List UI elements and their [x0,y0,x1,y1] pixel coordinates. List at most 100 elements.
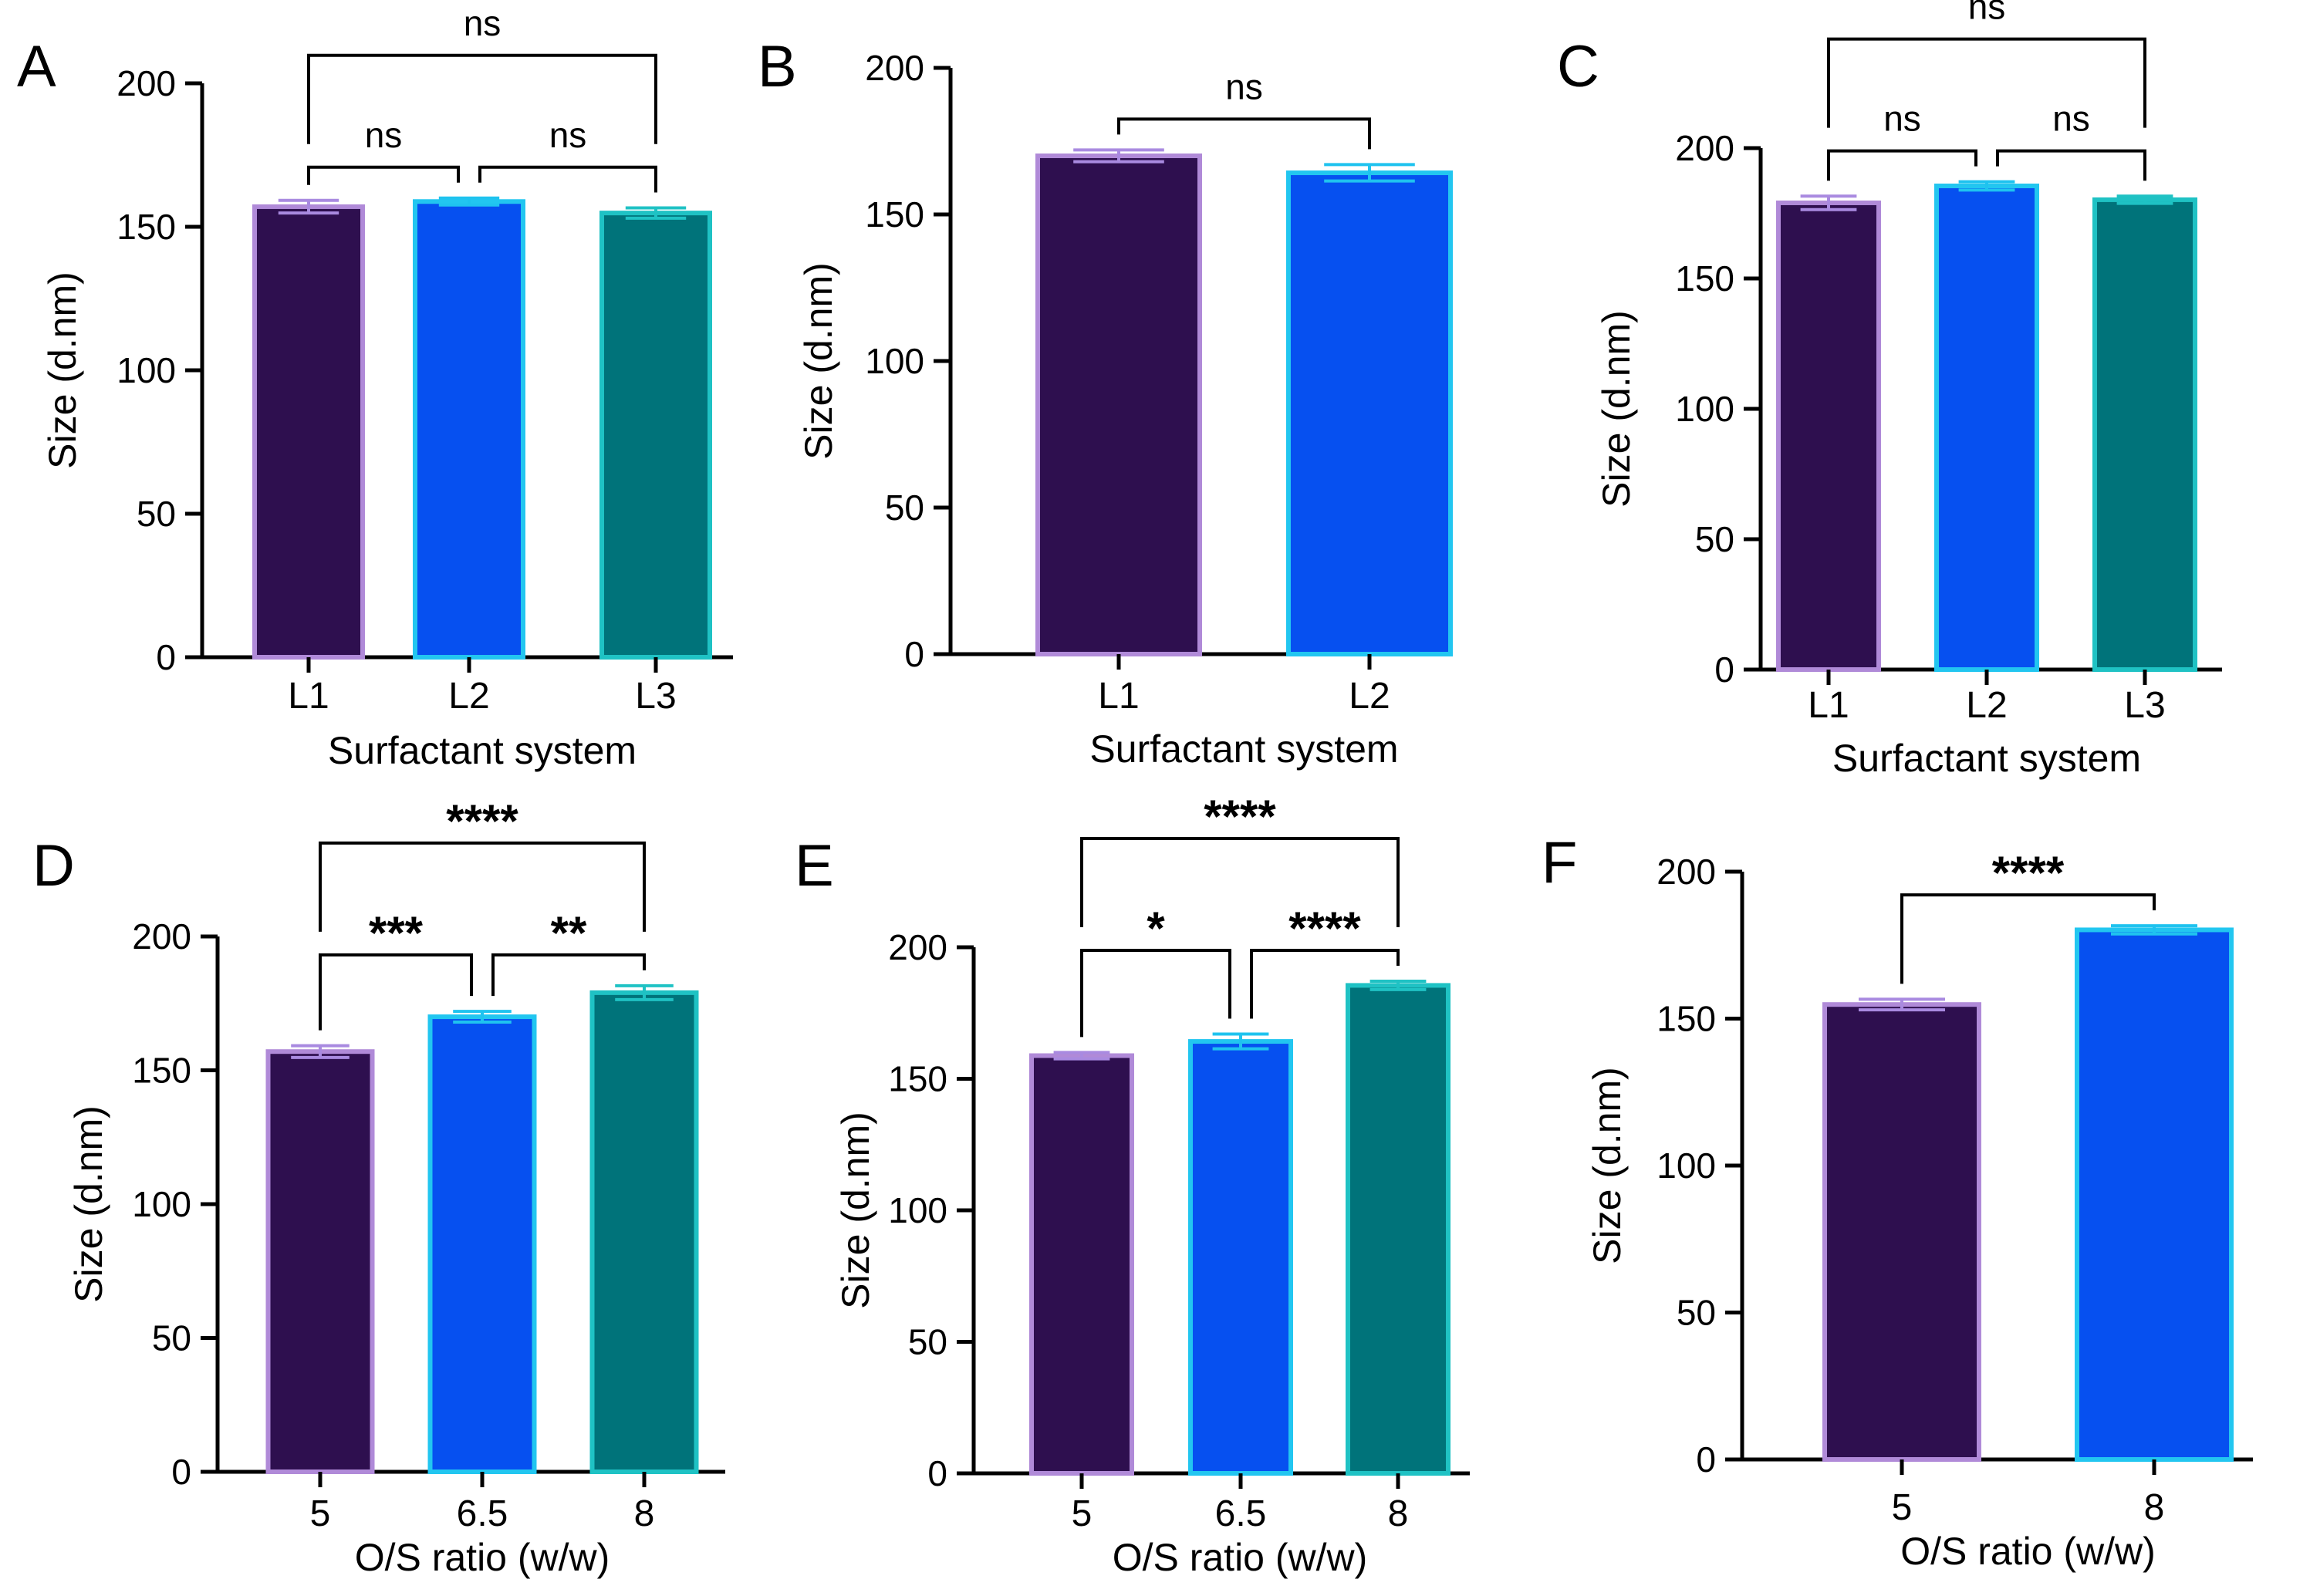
x-tick-label: L1 [288,676,329,717]
significance-bracket: **** [1250,903,1400,1019]
significance-label: ns [1883,99,1921,139]
bar-5 [1822,1002,1981,1463]
y-tick-label: 150 [1675,258,1734,299]
significance-bracket: **** [1900,847,2156,984]
x-tick-label: L1 [1098,676,1139,717]
bar-6-5 [1188,1039,1293,1476]
y-axis-title: Size (d.nm) [67,1105,110,1303]
y-axis-title: Size (d.nm) [1586,1067,1629,1264]
bracket-line [1827,149,1977,181]
panel-letter: C [1557,34,1599,100]
significance-bracket: ns [1827,99,1977,181]
bracket-line [478,165,657,193]
significance-label: ns [1225,66,1263,106]
x-axis-title: Surfactant system [1089,727,1398,771]
y-tick-label: 150 [1657,999,1716,1039]
significance-bracket: ns [1827,0,2146,128]
y-tick-label: 0 [1714,650,1734,690]
bracket-line [319,841,646,932]
bracket-line [1117,117,1371,150]
y-tick-label: 50 [1677,1293,1716,1333]
significance-label: *** [369,907,424,959]
significance-label: **** [446,795,518,847]
x-tick-label: 5 [310,1493,331,1534]
panel-e: E 0 50 100 150 200 5 6.5 8 Size (d.nm) O/S ratio (… [795,791,1470,1579]
y-tick-label: 100 [1657,1146,1716,1186]
y-tick-label: 150 [888,1059,947,1099]
significance-label: ns [1968,0,2006,27]
panel-d: D 0 50 100 150 200 5 6.5 8 Size (d.nm) O/S ratio (… [32,795,725,1579]
x-tick-label: 5 [1072,1493,1093,1534]
significance-label: * [1147,903,1165,954]
bar-l3 [2092,197,2197,672]
significance-bracket: *** [319,907,473,1031]
x-axis-title: O/S ratio (w/w) [1900,1530,2156,1573]
y-axis-title: Size (d.nm) [834,1112,877,1309]
y-tick-label: 150 [865,194,924,235]
x-tick-label: L3 [635,676,676,717]
bar-l2 [1934,184,2039,672]
significance-bracket: * [1080,903,1231,1038]
significance-bracket: ns [478,115,657,193]
bracket-line [1080,948,1231,1038]
significance-label: ** [551,907,587,959]
y-tick-label: 200 [1675,128,1734,168]
y-tick-label: 0 [156,637,176,677]
y-tick-label: 100 [132,1184,191,1224]
x-tick-label: 5 [1892,1487,1913,1528]
y-tick-label: 50 [885,488,924,528]
significance-bracket: ns [1996,99,2146,181]
x-axis-title: O/S ratio (w/w) [1113,1536,1368,1579]
bar-l1 [252,204,365,660]
x-tick-label: L2 [1349,676,1390,717]
y-tick-label: 200 [132,916,191,957]
y-tick-label: 100 [865,341,924,381]
y-tick-label: 0 [1696,1439,1716,1480]
significance-label: **** [1992,847,2065,899]
y-tick-label: 0 [904,634,924,674]
bracket-line [1996,149,2146,181]
bracket-line [307,53,657,144]
significance-label: **** [1288,903,1361,954]
y-tick-label: 50 [152,1318,191,1358]
panel-letter: D [32,833,75,899]
y-tick-label: 100 [1675,389,1734,429]
y-tick-label: 0 [171,1452,191,1492]
bracket-line [1900,893,2156,984]
y-tick-label: 150 [117,207,176,247]
x-tick-label: 8 [2144,1487,2165,1528]
panel-letter: B [758,34,797,100]
significance-bracket: ns [1117,66,1371,150]
x-axis-title: Surfactant system [1832,737,2141,780]
x-tick-label: L2 [448,676,489,717]
y-axis-title: Size (d.nm) [1595,310,1638,508]
significance-label: ns [2052,99,2090,139]
panel-letter: E [795,833,834,899]
x-tick-label: L1 [1808,685,1849,726]
significance-bracket: ns [307,3,657,144]
bar-l1 [1776,200,1881,673]
x-axis-title: O/S ratio (w/w) [355,1536,610,1579]
significance-bracket: ** [491,907,646,997]
significance-label: **** [1204,791,1276,842]
x-tick-label: 8 [1388,1493,1409,1534]
bracket-line [307,165,460,185]
bar-5 [265,1049,375,1474]
y-tick-label: 200 [888,927,947,967]
panel-letter: F [1542,830,1577,896]
significance-bracket: **** [1080,791,1400,927]
y-axis-title: Size (d.nm) [41,272,84,469]
y-tick-label: 150 [132,1051,191,1091]
y-tick-label: 50 [908,1322,947,1362]
significance-bracket: ns [307,115,460,185]
x-tick-label: L3 [2124,685,2165,726]
y-tick-label: 200 [117,63,176,103]
significance-bracket: **** [319,795,646,932]
bar-l1 [1035,154,1202,656]
bracket-line [491,953,646,997]
panel-a: A 0 50 100 150 200 L1 L2 L3 Size (d.nm) Surfactant… [17,3,733,772]
bar-l2 [1286,170,1453,657]
bar-8 [589,990,699,1474]
y-tick-label: 100 [117,350,176,390]
